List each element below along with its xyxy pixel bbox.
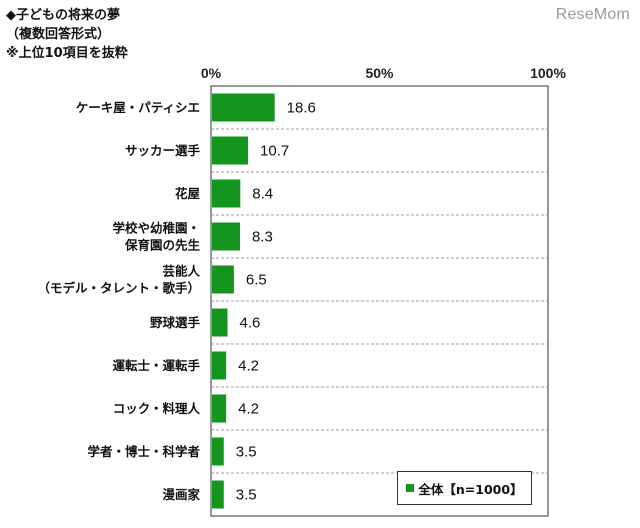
data-label: 4.6: [240, 315, 261, 332]
resemom-watermark: ReseMom: [555, 6, 630, 23]
bar: [212, 394, 227, 423]
bar: [212, 179, 241, 208]
bar: [212, 308, 228, 337]
data-label: 3.5: [236, 444, 257, 461]
data-label: 10.7: [260, 143, 289, 160]
category-label: サッカー選手: [125, 143, 201, 158]
category-label: 学者・博士・科学者: [87, 444, 200, 459]
category-label: 学校や幼稚園・保育園の先生: [112, 221, 200, 253]
category-label: ケーキ屋・パティシエ: [76, 100, 200, 115]
bar: [212, 136, 249, 165]
bar: [212, 351, 227, 380]
bar: [212, 265, 234, 294]
data-label: 8.3: [252, 229, 273, 246]
x-tick-label: 50%: [365, 65, 394, 81]
data-label: 3.5: [236, 487, 257, 504]
x-tick-label: 0%: [201, 65, 222, 81]
bar: [212, 222, 240, 251]
chart-legend: 全体【n=1000】: [397, 471, 532, 505]
category-label: コック・料理人: [113, 401, 201, 416]
category-label: 花屋: [175, 186, 201, 201]
x-tick-label: 100%: [530, 65, 566, 81]
data-label: 4.2: [238, 401, 259, 418]
bar: [212, 93, 275, 122]
category-label: 漫画家: [162, 487, 200, 502]
category-label: 運転士・運転手: [112, 358, 200, 373]
chart-note: ※上位10項目を抜粋: [6, 46, 128, 61]
chart-title: ◆子どもの将来の夢: [6, 8, 120, 23]
bar: [212, 437, 224, 466]
legend-swatch: [406, 484, 415, 492]
chart-title-block: ◆子どもの将来の夢 （複数回答形式） ※上位10項目を抜粋: [6, 6, 128, 63]
data-label: 6.5: [246, 272, 267, 289]
category-label: 野球選手: [150, 315, 201, 330]
category-label: 芸能人（モデル・タレント・歌手）: [37, 264, 200, 296]
data-label: 8.4: [252, 186, 273, 203]
legend-label: 全体【n=1000】: [418, 481, 523, 497]
data-label: 4.2: [238, 358, 259, 375]
chart-subtitle: （複数回答形式）: [6, 27, 111, 42]
bar: [212, 480, 224, 509]
data-label: 18.6: [287, 100, 316, 117]
